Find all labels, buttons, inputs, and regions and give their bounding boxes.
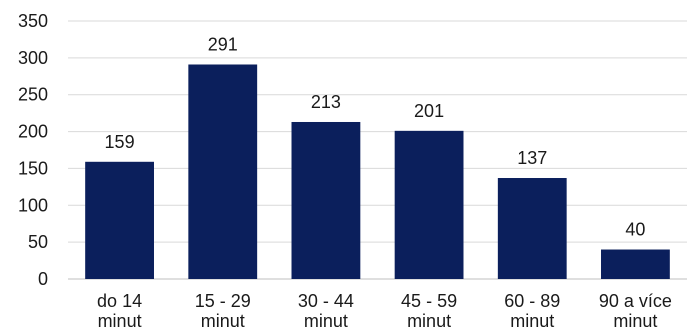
category-label: minut <box>304 311 348 331</box>
y-tick-label: 300 <box>18 48 48 68</box>
bars <box>85 64 670 280</box>
gridlines <box>68 20 687 280</box>
data-label: 201 <box>414 101 444 121</box>
y-axis-tick-labels: 0 50 100 150 200 250 300 350 <box>18 11 48 289</box>
category-label: minut <box>510 311 554 331</box>
category-label: 90 a více <box>599 291 672 311</box>
y-tick-label: 150 <box>18 158 48 178</box>
category-label: 30 - 44 <box>298 291 354 311</box>
category-label: 15 - 29 <box>195 291 251 311</box>
y-tick-label: 350 <box>18 11 48 31</box>
y-tick-label: 0 <box>38 269 48 289</box>
bar <box>394 130 464 279</box>
y-tick-label: 50 <box>28 232 48 252</box>
data-label: 137 <box>517 148 547 168</box>
bar <box>291 121 361 279</box>
bar <box>497 178 567 279</box>
category-label: 45 - 59 <box>401 291 457 311</box>
y-tick-label: 250 <box>18 85 48 105</box>
data-label: 291 <box>208 34 238 54</box>
category-label: minut <box>613 311 657 331</box>
bar <box>601 249 670 279</box>
bar <box>85 161 154 279</box>
y-tick-label: 100 <box>18 195 48 215</box>
data-label: 159 <box>105 132 135 152</box>
data-labels: 159 291 213 201 137 40 <box>105 34 646 239</box>
bar <box>188 64 258 280</box>
category-label: 60 - 89 <box>504 291 560 311</box>
category-label: minut <box>407 311 451 331</box>
category-label: do 14 <box>97 291 142 311</box>
category-label: minut <box>98 311 142 331</box>
category-label: minut <box>201 311 245 331</box>
data-label: 213 <box>311 92 341 112</box>
data-label: 40 <box>625 220 645 240</box>
y-tick-label: 200 <box>18 122 48 142</box>
